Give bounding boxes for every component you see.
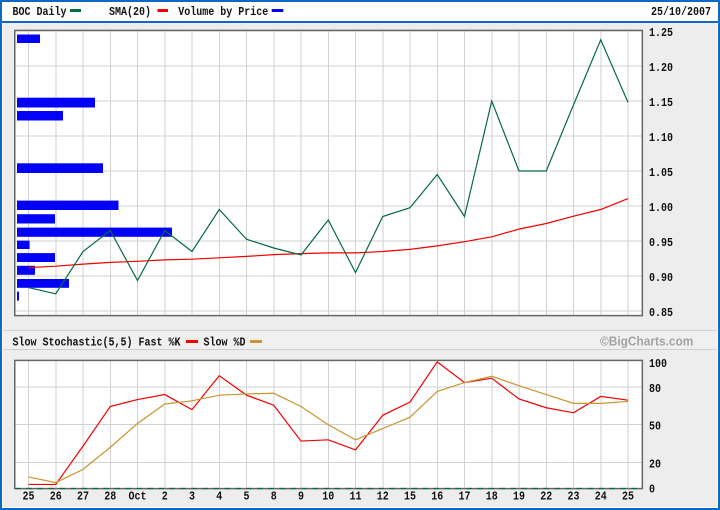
svg-text:2: 2 [162, 490, 168, 504]
svg-text:9: 9 [298, 490, 304, 504]
svg-text:BOC Daily: BOC Daily [13, 5, 67, 19]
svg-text:100: 100 [649, 357, 667, 371]
svg-text:24: 24 [595, 490, 607, 504]
svg-text:1.25: 1.25 [649, 26, 673, 40]
svg-text:15: 15 [404, 490, 416, 504]
svg-text:0: 0 [649, 483, 655, 497]
svg-text:17: 17 [459, 490, 471, 504]
svg-text:1.20: 1.20 [649, 61, 673, 75]
svg-text:8: 8 [271, 490, 277, 504]
svg-text:28: 28 [104, 490, 116, 504]
svg-text:0.90: 0.90 [649, 271, 673, 285]
svg-text:0.95: 0.95 [649, 236, 673, 250]
svg-text:12: 12 [377, 490, 389, 504]
svg-text:SMA(20): SMA(20) [109, 5, 151, 19]
svg-text:3: 3 [189, 490, 195, 504]
svg-text:10: 10 [322, 490, 334, 504]
svg-text:1.15: 1.15 [649, 96, 673, 110]
svg-text:80: 80 [649, 382, 661, 396]
svg-text:©BigCharts.com: ©BigCharts.com [600, 335, 693, 349]
svg-text:16: 16 [431, 490, 443, 504]
svg-text:18: 18 [486, 490, 498, 504]
svg-text:25: 25 [23, 490, 35, 504]
svg-text:Slow Stochastic(5,5) Fast %K: Slow Stochastic(5,5) Fast %K [13, 336, 182, 350]
svg-text:27: 27 [77, 490, 89, 504]
svg-text:0.85: 0.85 [649, 306, 673, 320]
svg-text:1.05: 1.05 [649, 166, 673, 180]
svg-text:5: 5 [244, 490, 250, 504]
svg-text:Slow %D: Slow %D [204, 336, 246, 350]
svg-text:20: 20 [649, 457, 661, 471]
svg-text:19: 19 [513, 490, 525, 504]
svg-text:25: 25 [622, 490, 634, 504]
svg-text:25/10/2007: 25/10/2007 [651, 5, 711, 19]
svg-text:11: 11 [350, 490, 362, 504]
svg-text:23: 23 [568, 490, 580, 504]
svg-text:1.10: 1.10 [649, 131, 673, 145]
svg-text:1.00: 1.00 [649, 201, 673, 215]
svg-text:26: 26 [50, 490, 62, 504]
svg-text:Oct: Oct [129, 490, 147, 504]
svg-text:Volume by Price: Volume by Price [178, 5, 268, 19]
svg-text:22: 22 [540, 490, 552, 504]
svg-text:50: 50 [649, 420, 661, 434]
svg-text:4: 4 [216, 490, 222, 504]
